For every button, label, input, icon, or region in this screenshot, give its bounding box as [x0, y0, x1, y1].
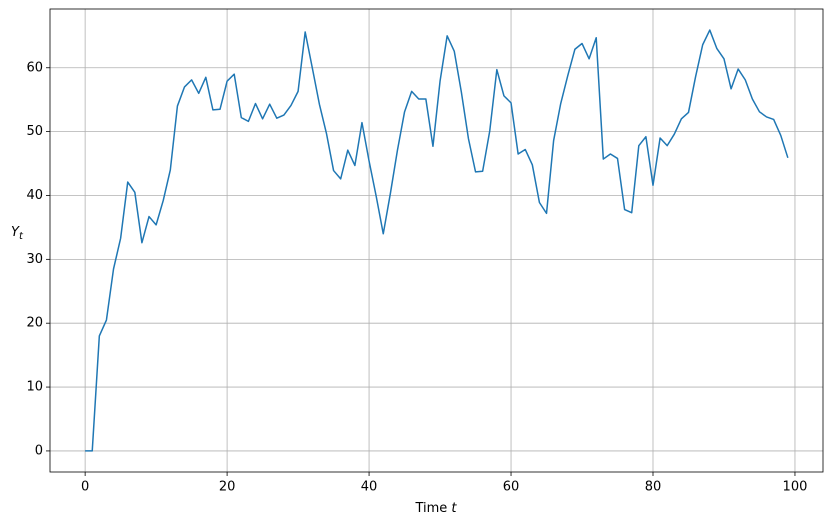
- y-tick-label: 0: [35, 443, 43, 458]
- y-tick-label: 10: [26, 380, 43, 395]
- y-tick-label: 50: [26, 124, 43, 139]
- x-tick-label: 60: [503, 480, 520, 495]
- x-tick-label: 80: [645, 480, 662, 495]
- y-tick-label: 30: [26, 252, 43, 267]
- plot-frame: [49, 8, 824, 473]
- x-axis-label: Time t: [414, 501, 457, 516]
- y-tick-label: 20: [26, 316, 43, 331]
- x-tick-label: 0: [81, 480, 89, 495]
- x-tick-label: 100: [783, 480, 808, 495]
- x-tick-label: 40: [361, 480, 378, 495]
- y-tick-label: 60: [26, 60, 43, 75]
- y-axis-label: Yt: [11, 225, 24, 243]
- x-tick-label: 20: [219, 480, 236, 495]
- line: [85, 29, 789, 452]
- y-tick-label: 40: [26, 188, 43, 203]
